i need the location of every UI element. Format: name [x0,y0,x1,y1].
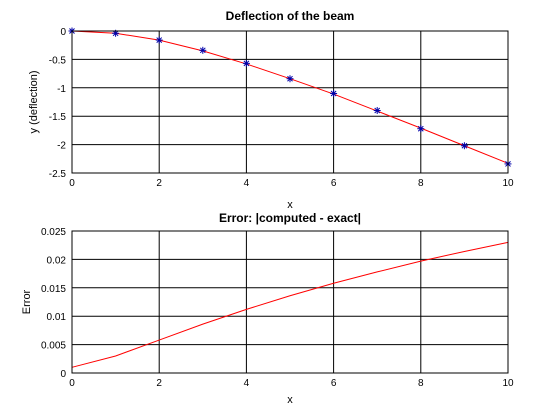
deflection-plot: Deflection of the beam y (deflection) x … [28,9,514,211]
error-plot-grid [72,231,508,373]
deflection-plot-y-label: y (deflection) [28,71,40,134]
error-plot-y-tick-label: 0.02 [47,255,67,266]
deflection-plot-series [68,27,512,168]
deflection-plot-grid [72,31,508,173]
error-plot: Error: |computed - exact| Error x 0 2 4 6 8 1… [21,211,514,406]
deflection-plot-data-point [460,142,468,150]
deflection-plot-x-tick-label: 10 [502,178,514,189]
deflection-plot-ticks: 0 2 4 6 8 10 -2.5 -2 -1.5 -1 -0.5 0 [49,27,514,189]
deflection-plot-data-point [286,75,294,83]
deflection-plot-y-tick-label: -2.5 [49,169,67,180]
deflection-plot-y-tick-label: -0.5 [49,55,67,66]
deflection-plot-data-point [373,107,381,115]
deflection-plot-data-point [199,46,207,54]
deflection-plot-y-tick-label: -2 [57,141,66,152]
error-plot-x-tick-label: 6 [331,378,337,389]
deflection-plot-y-tick-label: -1 [57,84,66,95]
error-plot-x-tick-label: 2 [156,378,162,389]
deflection-plot-x-tick-label: 4 [244,178,250,189]
deflection-plot-series-line [71,30,509,164]
deflection-plot-x-label: x [287,199,293,211]
error-plot-y-tick-label: 0.015 [41,284,66,295]
error-plot-y-tick-label: 0.025 [41,227,66,238]
error-plot-x-tick-label: 10 [502,378,514,389]
deflection-plot-x-tick-label: 8 [418,178,424,189]
deflection-plot-y-tick-label: -1.5 [49,112,67,123]
error-plot-y-tick-label: 0 [60,369,66,380]
error-plot-ticks: 0 2 4 6 8 10 0 0.005 0.01 0.015 0.02 0.025 [41,227,514,389]
deflection-plot-x-tick-label: 6 [331,178,337,189]
error-plot-x-tick-label: 4 [244,378,250,389]
error-plot-series-line [71,241,509,368]
deflection-plot-frame [71,30,509,174]
deflection-plot-data-point [155,36,163,44]
error-plot-y-tick-label: 0.005 [41,341,66,352]
error-plot-frame [71,230,509,374]
error-plot-x-tick-label: 0 [69,378,75,389]
deflection-plot-x-tick-label: 2 [156,178,162,189]
deflection-plot-y-tick-label: 0 [60,27,66,38]
error-plot-title: Error: |computed - exact| [219,211,361,225]
deflection-plot-data-point [330,89,338,97]
deflection-plot-data-point [417,125,425,133]
error-plot-y-tick-label: 0.01 [47,312,67,323]
deflection-plot-title: Deflection of the beam [226,9,355,23]
error-plot-series [71,241,509,368]
error-plot-y-label: Error [21,289,33,314]
error-plot-x-label: x [287,394,293,406]
deflection-plot-data-point [242,59,250,67]
deflection-plot-x-tick-label: 0 [69,178,75,189]
error-plot-x-tick-label: 8 [418,378,424,389]
